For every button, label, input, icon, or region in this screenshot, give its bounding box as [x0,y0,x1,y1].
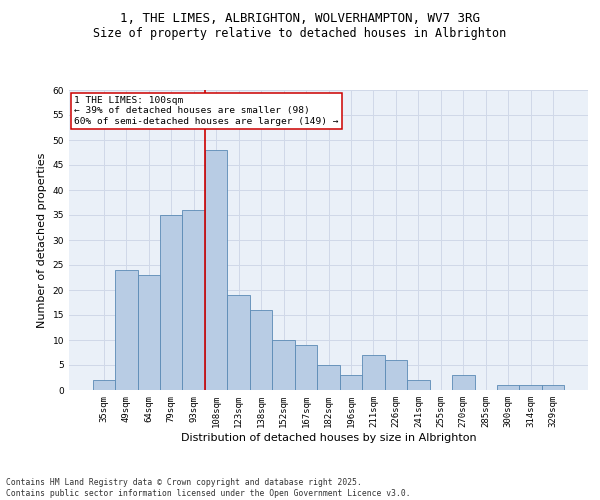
Bar [452,375,475,390]
Bar [205,150,227,390]
Bar [385,360,407,390]
Bar [317,365,340,390]
Bar [272,340,295,390]
Text: Contains HM Land Registry data © Crown copyright and database right 2025.
Contai: Contains HM Land Registry data © Crown c… [6,478,410,498]
X-axis label: Distribution of detached houses by size in Albrighton: Distribution of detached houses by size … [181,432,476,442]
Bar [542,385,565,390]
Bar [227,295,250,390]
Bar [497,385,520,390]
Bar [520,385,542,390]
Y-axis label: Number of detached properties: Number of detached properties [37,152,47,328]
Text: Size of property relative to detached houses in Albrighton: Size of property relative to detached ho… [94,28,506,40]
Bar [137,275,160,390]
Text: 1, THE LIMES, ALBRIGHTON, WOLVERHAMPTON, WV7 3RG: 1, THE LIMES, ALBRIGHTON, WOLVERHAMPTON,… [120,12,480,26]
Bar [115,270,137,390]
Bar [362,355,385,390]
Bar [250,310,272,390]
Bar [182,210,205,390]
Text: 1 THE LIMES: 100sqm
← 39% of detached houses are smaller (98)
60% of semi-detach: 1 THE LIMES: 100sqm ← 39% of detached ho… [74,96,338,126]
Bar [340,375,362,390]
Bar [160,215,182,390]
Bar [407,380,430,390]
Bar [92,380,115,390]
Bar [295,345,317,390]
